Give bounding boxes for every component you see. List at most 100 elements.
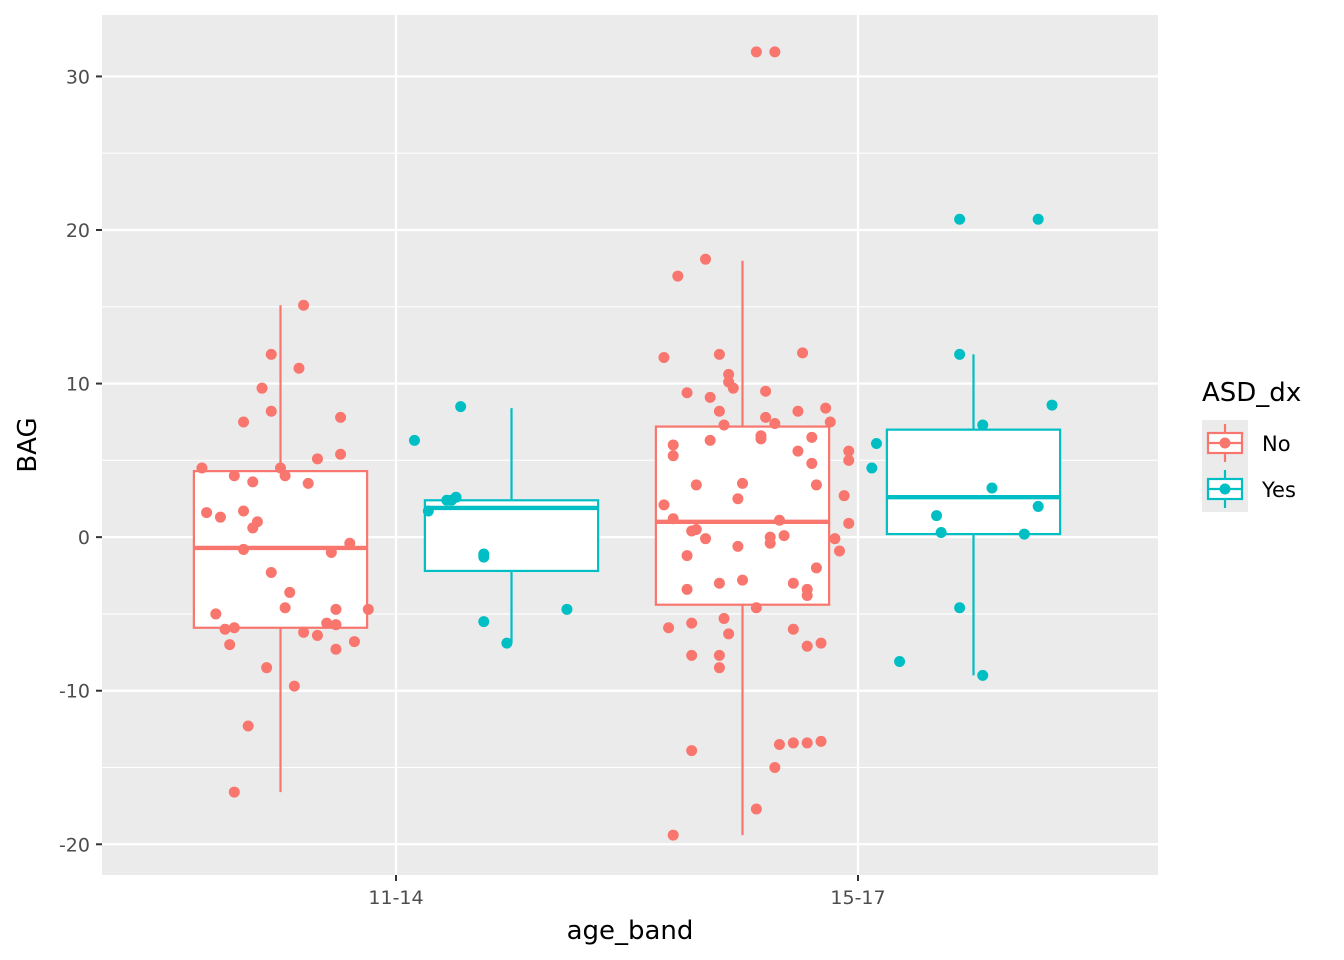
data-point bbox=[302, 477, 314, 489]
y-tick-label: 20 bbox=[66, 220, 90, 242]
data-point bbox=[450, 491, 462, 503]
data-point bbox=[658, 499, 670, 511]
data-point bbox=[870, 437, 882, 449]
data-point bbox=[986, 482, 998, 494]
data-point bbox=[843, 445, 855, 457]
data-point bbox=[723, 628, 735, 640]
data-point bbox=[658, 351, 670, 363]
data-point bbox=[792, 445, 804, 457]
box-body bbox=[885, 428, 1062, 536]
data-point bbox=[681, 550, 693, 562]
data-point bbox=[760, 385, 772, 397]
data-point bbox=[769, 418, 781, 429]
box-15-17-Yes bbox=[885, 354, 1062, 676]
data-point bbox=[224, 639, 236, 651]
data-point bbox=[750, 46, 762, 58]
data-point bbox=[1032, 500, 1044, 512]
data-point bbox=[713, 405, 725, 417]
legend: ASD_dx No Yes bbox=[1202, 378, 1301, 512]
points-layer bbox=[196, 46, 1058, 841]
data-point bbox=[256, 382, 268, 394]
data-point bbox=[727, 382, 739, 394]
data-point bbox=[843, 454, 855, 466]
data-point bbox=[228, 470, 240, 482]
data-point bbox=[214, 511, 226, 523]
data-point bbox=[732, 540, 744, 552]
data-point bbox=[667, 439, 679, 451]
data-point bbox=[667, 450, 679, 462]
data-point bbox=[764, 531, 776, 543]
data-point bbox=[806, 431, 818, 443]
data-point bbox=[247, 476, 259, 488]
data-point bbox=[1046, 399, 1058, 411]
data-point bbox=[1032, 213, 1044, 225]
data-point bbox=[760, 411, 772, 423]
data-point bbox=[325, 547, 337, 558]
data-point bbox=[228, 622, 240, 634]
data-point bbox=[700, 533, 712, 545]
data-point bbox=[321, 617, 333, 629]
data-point bbox=[690, 479, 702, 491]
data-point bbox=[820, 402, 832, 414]
data-point bbox=[792, 405, 804, 417]
data-point bbox=[335, 448, 347, 460]
data-point bbox=[288, 680, 300, 692]
legend-title: ASD_dx bbox=[1202, 378, 1301, 408]
data-point bbox=[829, 533, 841, 545]
data-point bbox=[298, 299, 310, 311]
data-point bbox=[408, 434, 420, 446]
y-tick-label: 10 bbox=[66, 374, 90, 396]
data-point bbox=[284, 586, 296, 598]
data-point bbox=[704, 434, 716, 446]
data-point bbox=[330, 603, 342, 615]
data-point bbox=[713, 577, 725, 589]
data-point bbox=[773, 738, 785, 750]
box-body bbox=[423, 499, 600, 573]
legend-key-point bbox=[1219, 483, 1231, 495]
data-point bbox=[894, 656, 906, 668]
legend-key-Yes: Yes bbox=[1202, 466, 1296, 512]
x-axis: 11-14 15-17 bbox=[368, 875, 886, 909]
data-point bbox=[769, 762, 781, 773]
data-point bbox=[348, 636, 360, 648]
data-point bbox=[718, 419, 730, 431]
data-point bbox=[954, 348, 966, 360]
data-point bbox=[801, 737, 813, 749]
data-point bbox=[238, 543, 250, 555]
data-point bbox=[311, 629, 323, 641]
data-point bbox=[824, 416, 836, 428]
y-tick-label: -20 bbox=[59, 834, 90, 856]
data-point bbox=[298, 626, 310, 638]
data-point bbox=[686, 745, 698, 757]
legend-key-point bbox=[1219, 437, 1231, 449]
y-tick-label: -10 bbox=[59, 681, 90, 703]
y-axis-title: BAG bbox=[13, 417, 43, 472]
data-point bbox=[704, 391, 716, 403]
data-point bbox=[196, 462, 208, 474]
data-point bbox=[219, 623, 231, 635]
data-point bbox=[681, 583, 693, 595]
data-point bbox=[737, 574, 748, 586]
data-point bbox=[750, 803, 762, 815]
legend-label: No bbox=[1262, 432, 1291, 456]
boxes-layer bbox=[192, 260, 1062, 836]
data-point bbox=[843, 517, 855, 529]
data-point bbox=[713, 662, 725, 674]
data-point bbox=[977, 669, 989, 681]
data-point bbox=[455, 401, 467, 413]
x-axis-title: age_band bbox=[567, 916, 694, 946]
data-point bbox=[769, 46, 781, 58]
data-point bbox=[330, 643, 342, 655]
data-point bbox=[787, 737, 799, 749]
data-point bbox=[265, 566, 277, 578]
data-point bbox=[755, 430, 767, 442]
data-point bbox=[265, 348, 277, 360]
legend-key-No: No bbox=[1202, 420, 1291, 466]
data-point bbox=[806, 457, 818, 469]
x-tick-label: 11-14 bbox=[368, 887, 423, 909]
data-point bbox=[801, 640, 813, 652]
data-point bbox=[737, 477, 748, 489]
data-point bbox=[686, 617, 698, 629]
data-point bbox=[1018, 528, 1030, 540]
data-point bbox=[335, 411, 347, 423]
